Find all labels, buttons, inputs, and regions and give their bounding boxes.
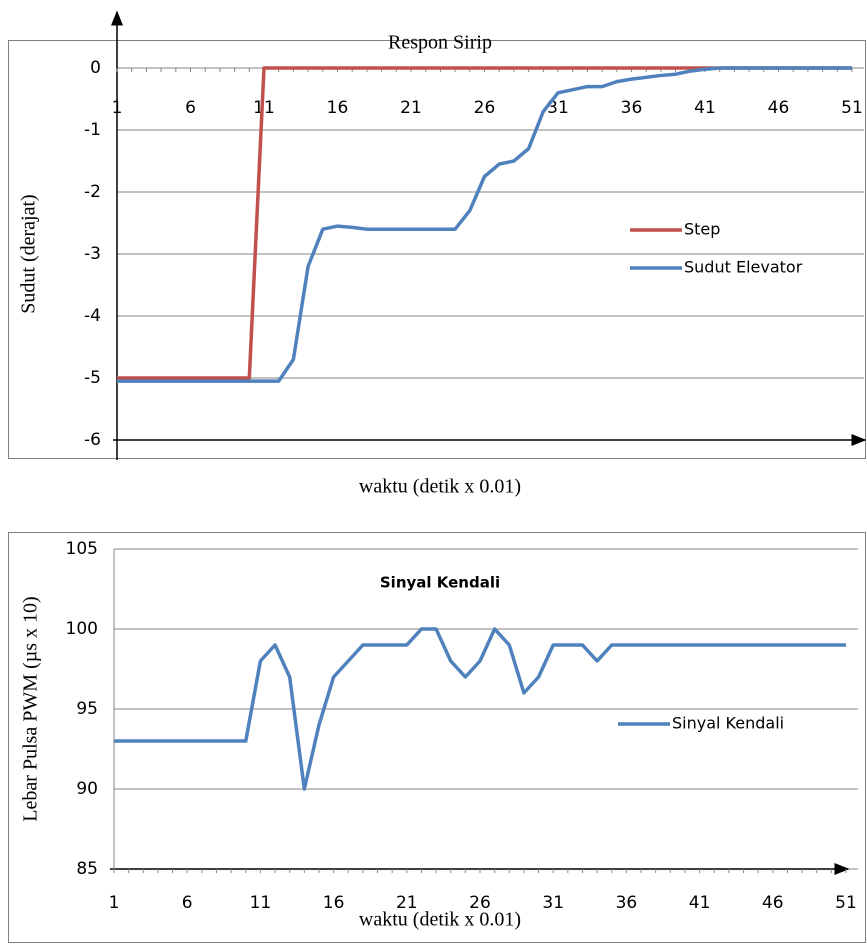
- y-tick-label: -1: [84, 120, 101, 140]
- chart-title: Sinyal Kendali: [380, 574, 500, 592]
- charts: 0-1-2-3-4-5-616111621263136414651StepSud…: [0, 0, 867, 944]
- x-tick-label: 26: [474, 98, 496, 118]
- page: {"chart_data": [ {"type": "line", "title…: [0, 0, 867, 944]
- chart-frame: [9, 533, 866, 943]
- x-tick-label: 1: [109, 893, 120, 913]
- y-tick-label: 105: [66, 539, 98, 559]
- x-tick-label: 1: [112, 98, 123, 118]
- chart-frame: [9, 41, 866, 459]
- x-tick-label: 6: [185, 98, 196, 118]
- x-tick-label: 21: [400, 98, 422, 118]
- legend-label: Step: [684, 220, 720, 239]
- y-axis-title: Lebar Pulsa PWM (µs x 10): [20, 596, 42, 821]
- y-tick-label: 85: [76, 859, 98, 879]
- x-tick-label: 11: [250, 893, 272, 913]
- x-axis-title: waktu (detik x 0.01): [359, 476, 521, 498]
- x-tick-label: 51: [835, 893, 857, 913]
- y-tick-label: 95: [76, 699, 98, 719]
- x-tick-label: 46: [762, 893, 784, 913]
- legend-label: Sudut Elevator: [684, 258, 803, 277]
- y-tick-label: 0: [90, 58, 101, 78]
- chart-title: Respon Sirip: [388, 32, 492, 54]
- y-tick-label: -4: [84, 306, 101, 326]
- x-tick-label: 41: [689, 893, 711, 913]
- x-tick-label: 41: [694, 98, 716, 118]
- x-axis-title: waktu (detik x 0.01): [359, 909, 521, 931]
- y-tick-label: 90: [76, 779, 98, 799]
- x-tick-label: 36: [616, 893, 638, 913]
- x-tick-label: 31: [542, 893, 564, 913]
- x-tick-label: 6: [182, 893, 193, 913]
- y-tick-label: -6: [84, 430, 101, 450]
- y-tick-label: -5: [84, 368, 101, 388]
- y-tick-label: 100: [66, 619, 98, 639]
- y-tick-label: -2: [84, 182, 101, 202]
- x-tick-label: 16: [327, 98, 349, 118]
- x-tick-label: 46: [768, 98, 790, 118]
- x-tick-label: 36: [621, 98, 643, 118]
- legend-label: Sinyal Kendali: [672, 714, 784, 733]
- x-tick-label: 51: [841, 98, 863, 118]
- x-tick-label: 16: [323, 893, 345, 913]
- y-tick-label: -3: [84, 244, 101, 264]
- y-axis-title: Sudut (derajat): [18, 194, 40, 313]
